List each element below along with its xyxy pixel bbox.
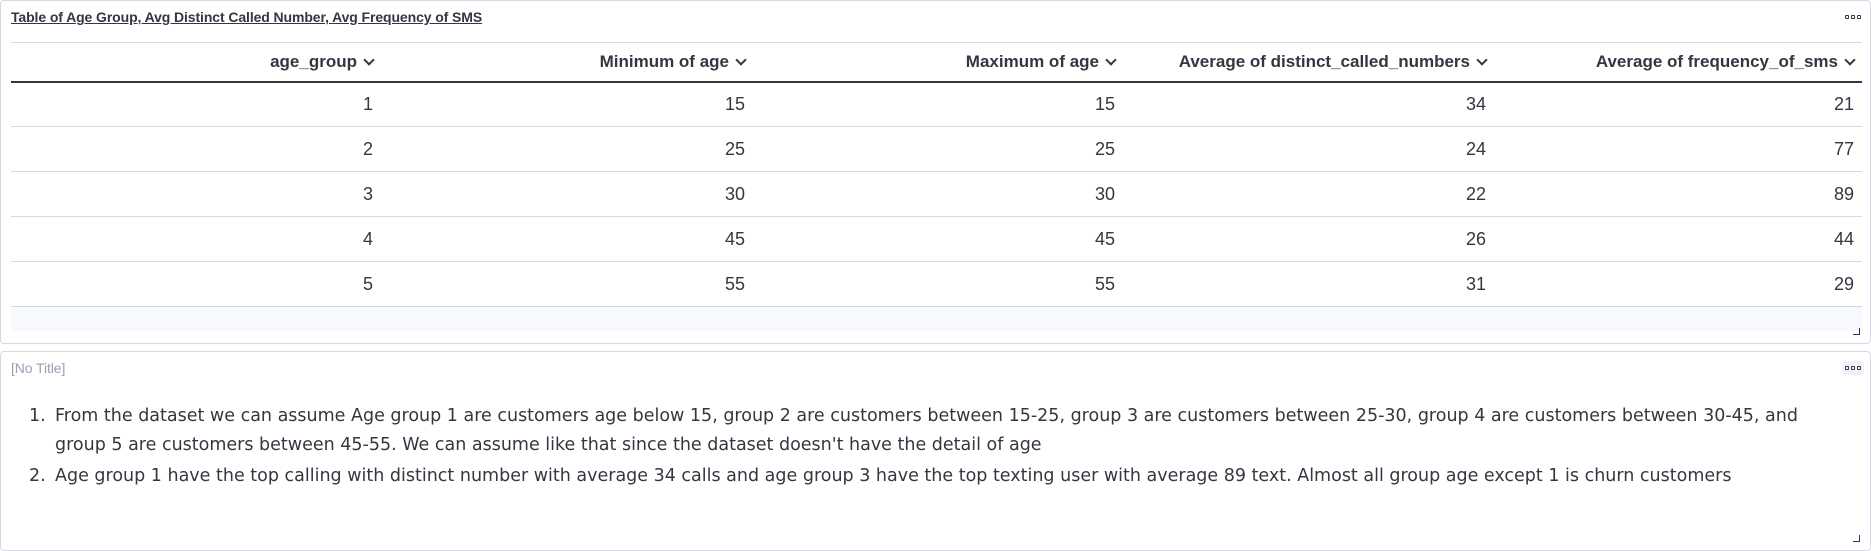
column-header-label: age_group	[270, 51, 357, 71]
options-dot-icon	[1851, 366, 1855, 370]
panel-title: [No Title]	[11, 360, 66, 376]
chevron-down-icon[interactable]	[1844, 54, 1856, 66]
table-cell: 26	[1465, 228, 1486, 249]
table-cell: 25	[1094, 138, 1115, 159]
list-item-number: 2.	[29, 466, 46, 486]
table-cell: 55	[724, 273, 745, 294]
column-header-label: Average of frequency_of_sms	[1595, 51, 1838, 71]
table-row: 1 15 15 34 21	[11, 82, 1862, 127]
table-cell: 45	[724, 228, 745, 249]
table-cell: 3	[362, 183, 373, 204]
list-item-text: Age group 1 have the top calling with di…	[55, 466, 1732, 486]
chevron-down-icon[interactable]	[1105, 54, 1117, 66]
panel-options-button[interactable]	[1842, 10, 1864, 24]
options-dot-icon	[1851, 15, 1855, 19]
table-cell: 34	[1465, 93, 1486, 114]
column-header-min-age[interactable]: Minimum of age	[381, 43, 753, 82]
markdown-panel: [No Title] 1. From the dataset we can as…	[0, 351, 1871, 551]
table-cell: 45	[1094, 228, 1115, 249]
list-item-text: From the dataset we can assume Age group…	[55, 406, 1798, 455]
notes-list: 1. From the dataset we can assume Age gr…	[29, 402, 1845, 493]
column-header-label: Minimum of age	[599, 51, 729, 71]
chevron-down-icon[interactable]	[363, 54, 375, 66]
list-item: 1. From the dataset we can assume Age gr…	[29, 402, 1845, 460]
column-header-label: Maximum of age	[965, 51, 1099, 71]
chevron-down-icon[interactable]	[1476, 54, 1488, 66]
table-cell: 22	[1465, 183, 1486, 204]
table-cell: 15	[724, 93, 745, 114]
table-cell: 25	[724, 138, 745, 159]
table-cell: 77	[1833, 138, 1854, 159]
panel-options-button[interactable]	[1842, 361, 1864, 375]
list-item: 2. Age group 1 have the top calling with…	[29, 462, 1845, 491]
table-row: 2 25 25 24 77	[11, 127, 1862, 172]
table-cell: 55	[1094, 273, 1115, 294]
table-cell: 1	[362, 93, 373, 114]
chevron-down-icon[interactable]	[735, 54, 747, 66]
table-cell: 24	[1465, 138, 1486, 159]
options-dot-icon	[1845, 366, 1849, 370]
options-dot-icon	[1857, 366, 1861, 370]
table-cell: 29	[1833, 273, 1854, 294]
table-footer	[11, 307, 1862, 331]
column-header-age-group[interactable]: age_group	[11, 43, 381, 82]
list-item-number: 1.	[29, 406, 46, 426]
column-header-label: Average of distinct_called_numbers	[1178, 51, 1470, 71]
table-cell: 30	[1094, 183, 1115, 204]
panel-title[interactable]: Table of Age Group, Avg Distinct Called …	[11, 9, 483, 25]
table-cell: 2	[362, 138, 373, 159]
table-cell: 5	[362, 273, 373, 294]
options-dot-icon	[1845, 15, 1849, 19]
table-header-row: age_group Minimum of age Maximum of age …	[11, 42, 1862, 82]
table-cell: 15	[1094, 93, 1115, 114]
resize-handle-icon[interactable]	[1853, 535, 1860, 542]
table-cell: 21	[1833, 93, 1854, 114]
table-panel: Table of Age Group, Avg Distinct Called …	[0, 0, 1871, 344]
options-dot-icon	[1857, 15, 1861, 19]
table-cell: 4	[362, 228, 373, 249]
column-header-max-age[interactable]: Maximum of age	[753, 43, 1123, 82]
table-cell: 31	[1465, 273, 1486, 294]
table-row: 4 45 45 26 44	[11, 217, 1862, 262]
data-table: age_group Minimum of age Maximum of age …	[11, 42, 1862, 331]
table-row: 5 55 55 31 29	[11, 262, 1862, 307]
resize-handle-icon[interactable]	[1853, 328, 1860, 335]
table-cell: 89	[1833, 183, 1854, 204]
column-header-avg-distinct-called[interactable]: Average of distinct_called_numbers	[1123, 43, 1494, 82]
table-cell: 44	[1833, 228, 1854, 249]
table-row: 3 30 30 22 89	[11, 172, 1862, 217]
table-cell: 30	[724, 183, 745, 204]
column-header-avg-sms-frequency[interactable]: Average of frequency_of_sms	[1494, 43, 1862, 82]
